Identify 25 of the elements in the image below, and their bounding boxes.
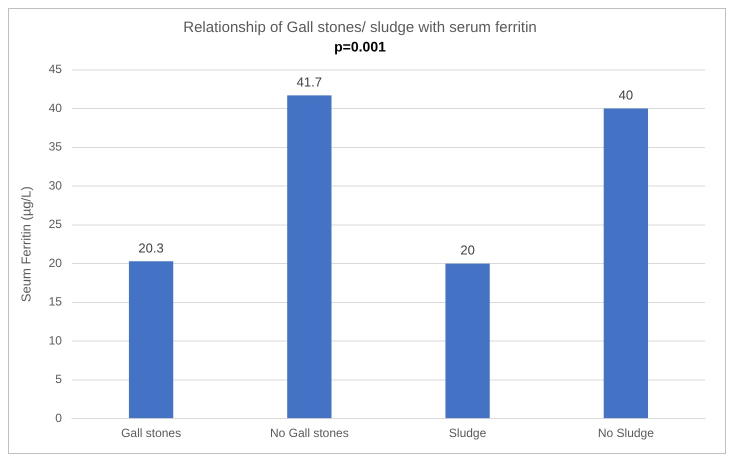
y-tick-label: 5 bbox=[55, 372, 62, 386]
data-label: 41.7 bbox=[296, 74, 322, 90]
y-tick-label: 25 bbox=[48, 217, 62, 232]
y-tick-label: 30 bbox=[48, 178, 62, 192]
y-axis-title: Seum Ferritin (µg/L) bbox=[18, 186, 34, 302]
data-label: 20 bbox=[460, 242, 475, 258]
y-tick-label: 45 bbox=[48, 62, 62, 76]
chart-title: Relationship of Gall stones/ sludge with serum ferritin bbox=[183, 19, 537, 36]
bar bbox=[287, 95, 332, 418]
x-tick-label: No Gall stones bbox=[270, 426, 349, 440]
bar bbox=[604, 108, 648, 418]
y-tick-label: 15 bbox=[48, 294, 62, 309]
chart-subtitle: p=0.001 bbox=[334, 38, 386, 54]
x-tick-label: No Sludge bbox=[598, 426, 654, 440]
bar bbox=[128, 261, 174, 418]
y-tick-label: 20 bbox=[48, 256, 62, 270]
x-tick-label: Sludge bbox=[448, 426, 487, 440]
bar bbox=[445, 264, 490, 418]
data-label: 20.3 bbox=[138, 240, 164, 256]
y-tick-label: 35 bbox=[48, 140, 62, 154]
x-tick-label: Gall stones bbox=[121, 426, 182, 440]
data-label: 40 bbox=[618, 88, 634, 103]
y-tick-label: 40 bbox=[48, 100, 62, 115]
y-tick-label: 0 bbox=[55, 410, 62, 425]
y-tick-label: 10 bbox=[48, 333, 62, 348]
